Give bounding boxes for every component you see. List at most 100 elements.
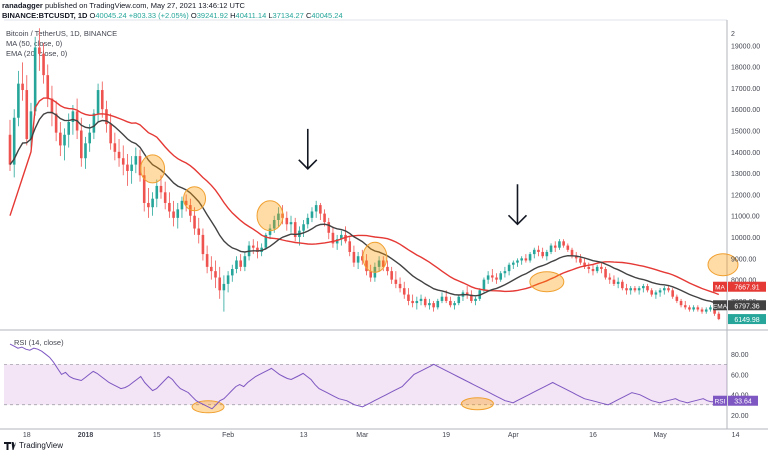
candle-body [537, 249, 540, 252]
candle-body [251, 245, 255, 248]
candle-body [528, 254, 532, 261]
candle-body [289, 222, 293, 225]
candle-body [134, 156, 138, 165]
candle-body [340, 234, 343, 240]
candle-body [700, 309, 704, 312]
price-tick-label: 18000.00 [731, 65, 760, 72]
rsi-value-box [728, 395, 758, 406]
price-label-name-box [713, 300, 727, 311]
candle-body [444, 296, 448, 301]
down-arrow-head [507, 214, 528, 226]
rsi-legend[interactable]: RSI (14, close) [14, 338, 64, 347]
candle-body [482, 279, 486, 291]
candle-body [662, 288, 666, 291]
candle-body [12, 117, 16, 165]
candle-body [314, 205, 318, 212]
candle-body [604, 269, 607, 278]
candle-body [319, 205, 322, 214]
candle-body [109, 124, 112, 144]
candle-body [465, 292, 469, 295]
candle-body [453, 303, 456, 306]
candle-body [545, 251, 549, 257]
price-tick-label: 14000.00 [731, 150, 760, 157]
candle-body [503, 271, 507, 274]
candle-body [71, 111, 75, 122]
change-value: +803.33 (+2.05%) [128, 11, 189, 20]
ma-legend[interactable]: MA (50, close, 0) [6, 39, 63, 48]
candle-body [470, 294, 473, 301]
candle-body [138, 156, 142, 176]
candle-body [184, 200, 188, 206]
tradingview-logo[interactable]: TradingView [4, 441, 63, 450]
candle-body [327, 222, 331, 233]
rsi-name-box [713, 395, 727, 406]
ema-line [9, 111, 720, 306]
candle-body [147, 202, 150, 208]
candle-body [243, 256, 247, 267]
candle-body [214, 271, 217, 278]
candle-body [42, 53, 45, 76]
candle-body [117, 151, 121, 159]
candle-body [59, 132, 62, 146]
candle-body [675, 296, 679, 301]
candle-body [163, 192, 167, 203]
candle-body [88, 132, 91, 144]
highlight-circle [707, 253, 739, 277]
publish-info: ranadagger published on TradingView.com,… [2, 1, 245, 10]
candle-body [474, 298, 477, 301]
candle-body [491, 275, 494, 278]
candle-body [176, 209, 180, 218]
rsi-band-fill [4, 364, 727, 405]
candle-body [709, 307, 712, 310]
candle-body [486, 275, 490, 280]
rsi-value-label: 33.64 [734, 399, 752, 406]
candle-body [428, 303, 431, 306]
price-label-tag: 6149.98 [728, 314, 766, 325]
candle-body [25, 90, 29, 140]
price-label-value: 6149.98 [734, 317, 759, 324]
candle-body [591, 269, 595, 272]
candle-body [637, 288, 641, 291]
candle-body [323, 213, 326, 223]
candle-body [38, 47, 41, 54]
candle-body [130, 164, 133, 171]
annotations [140, 128, 739, 414]
price-tick-label: 8000.00 [731, 278, 756, 285]
time-tick-label: 16 [589, 432, 597, 439]
candle-body [310, 211, 314, 218]
candle-body [688, 307, 691, 310]
candle-body [264, 234, 268, 248]
publisher-name: ranadagger [2, 1, 43, 10]
o2-value: 39241.92 [196, 11, 229, 20]
candle-body [495, 277, 498, 280]
ema-legend[interactable]: EMA (20, close, 0) [6, 49, 68, 58]
candle-body [377, 260, 381, 267]
highlight-circle [183, 186, 207, 212]
symbol-label: BINANCE:BTCUSDT, 1D [2, 11, 88, 20]
candle-body [197, 228, 201, 235]
candle-body [302, 224, 305, 231]
tradingview-logo-icon [4, 441, 16, 450]
highlight-circle [140, 154, 166, 184]
candle-body [50, 98, 54, 114]
time-tick-label: Mar [356, 432, 369, 439]
price-label-box [728, 281, 766, 292]
candle-body [369, 271, 372, 278]
candle-body [344, 234, 347, 242]
candle-body [272, 220, 276, 229]
candle-body [407, 294, 410, 301]
candle-body [679, 300, 683, 306]
time-tick-label: May [653, 432, 667, 439]
moving-averages [9, 97, 720, 306]
candle-body [562, 241, 565, 246]
price-label-tag: MA 7667.91 [713, 281, 766, 292]
candle-body [189, 205, 192, 216]
candle-body [390, 271, 393, 280]
candle-body [566, 245, 570, 250]
candle-body [8, 134, 12, 165]
candle-body [650, 290, 654, 295]
candle-body [306, 217, 310, 225]
time-tick-label: 2018 [78, 432, 94, 439]
candle-body [365, 260, 368, 272]
